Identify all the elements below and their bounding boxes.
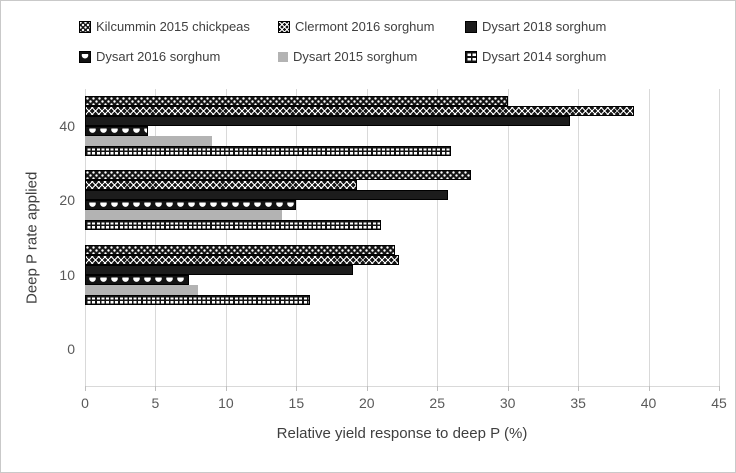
legend-swatch-icon (278, 51, 288, 62)
x-tick-mark (225, 386, 227, 391)
y-tick-label: 10 (59, 266, 75, 283)
legend-swatch-icon (465, 50, 477, 63)
bar (85, 170, 472, 181)
x-tick-label: 25 (429, 395, 446, 411)
gridline (85, 89, 86, 386)
bar (85, 210, 283, 221)
legend-label: Clermont 2016 sorghum (295, 19, 435, 34)
y-tick-label: 40 (59, 118, 75, 135)
gridline (578, 89, 580, 386)
legend-item: Dysart 2015 sorghum (278, 49, 465, 64)
legend-item: Dysart 2018 sorghum (465, 19, 606, 34)
bars-container (85, 244, 719, 305)
bar (85, 244, 395, 255)
x-tick-mark (648, 386, 650, 391)
legend-item: Clermont 2016 sorghum (278, 19, 465, 34)
gridline (366, 89, 368, 386)
x-tick-label: 0 (81, 395, 89, 411)
x-tick-label: 45 (711, 395, 727, 411)
x-tick-label: 15 (288, 395, 305, 411)
gridline (437, 89, 439, 386)
y-tick-label: 20 (59, 192, 75, 209)
bar (85, 264, 353, 275)
plot-area: 0 5 10 15 20 25 30 35 40 45 40 20 10 0 (59, 89, 727, 411)
bar-group-10: 10 (59, 238, 719, 312)
x-tick-label: 30 (499, 395, 516, 411)
bar (85, 126, 149, 136)
bar (85, 146, 452, 156)
x-tick-mark (296, 386, 298, 391)
gridline (648, 89, 650, 386)
bar-group-40: 40 (59, 89, 719, 163)
legend-item: Dysart 2016 sorghum (79, 49, 278, 64)
bar (85, 96, 508, 106)
y-tick-label: 0 (67, 340, 75, 357)
x-tick-label: 10 (218, 395, 234, 411)
legend-label: Dysart 2018 sorghum (482, 19, 607, 34)
bar-group-20: 20 (59, 163, 719, 237)
bar (85, 180, 357, 191)
bars-container (85, 96, 719, 156)
x-tick-mark (578, 386, 580, 391)
legend-item: Dysart 2014 sorghum (465, 49, 606, 64)
x-tick-mark (366, 386, 368, 391)
bar (85, 190, 449, 201)
x-tick-label: 35 (570, 395, 586, 411)
gridline (507, 89, 509, 386)
x-tick-label: 40 (640, 395, 657, 411)
bar (85, 254, 400, 265)
legend-label: Dysart 2016 sorghum (96, 49, 221, 64)
x-tick-mark (719, 386, 720, 391)
x-tick-label: 20 (358, 395, 375, 411)
legend-swatch-icon (278, 20, 290, 33)
legend-swatch-icon (79, 20, 91, 33)
x-tick-mark (85, 386, 86, 391)
bars-container (85, 170, 719, 231)
bar (85, 136, 212, 146)
bar (85, 284, 198, 295)
legend-label: Kilcummin 2015 chickpeas (96, 19, 250, 34)
gridline (719, 89, 720, 386)
chart-legend: Kilcummin 2015 chickpeas Clermont 2016 so… (79, 19, 606, 64)
bar (85, 220, 381, 231)
x-tick-mark (155, 386, 157, 391)
gridline (155, 89, 157, 386)
x-tick-label: 5 (151, 395, 160, 411)
bar (85, 106, 635, 116)
bar (85, 294, 311, 305)
legend-label: Dysart 2015 sorghum (293, 49, 418, 64)
gridline (225, 89, 227, 386)
legend-label: Dysart 2014 sorghum (482, 49, 607, 64)
bar (85, 200, 297, 211)
bar-group-0: 0 (67, 312, 719, 386)
legend-swatch-icon (465, 20, 477, 33)
gridline (296, 89, 298, 386)
bars-container (85, 319, 719, 379)
x-tick-mark (507, 386, 509, 391)
bar (85, 116, 570, 126)
x-tick-mark (437, 386, 439, 391)
legend-swatch-icon (79, 50, 91, 63)
legend-item: Kilcummin 2015 chickpeas (79, 19, 278, 34)
x-axis-title: Relative yield response to deep P (%) (276, 425, 528, 442)
bar (85, 274, 190, 285)
